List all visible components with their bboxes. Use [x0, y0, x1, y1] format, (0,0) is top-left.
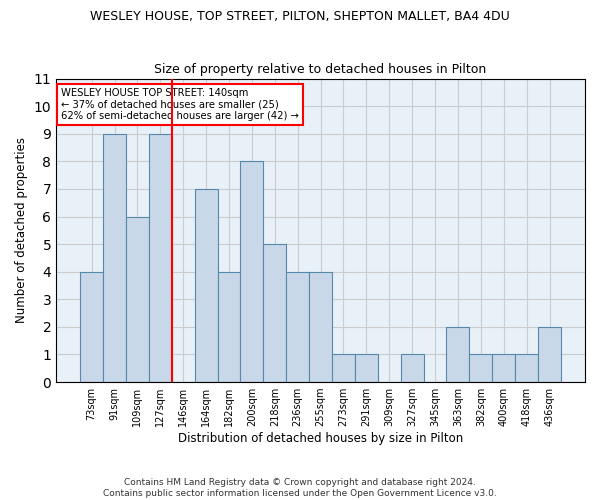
- Bar: [309, 272, 332, 382]
- Title: Size of property relative to detached houses in Pilton: Size of property relative to detached ho…: [154, 63, 487, 76]
- X-axis label: Distribution of detached houses by size in Pilton: Distribution of detached houses by size …: [178, 432, 463, 445]
- Text: WESLEY HOUSE TOP STREET: 140sqm
← 37% of detached houses are smaller (25)
62% of: WESLEY HOUSE TOP STREET: 140sqm ← 37% of…: [61, 88, 299, 121]
- Bar: [538, 327, 561, 382]
- Bar: [126, 216, 149, 382]
- Bar: [218, 272, 241, 382]
- Bar: [263, 244, 286, 382]
- Bar: [149, 134, 172, 382]
- Text: WESLEY HOUSE, TOP STREET, PILTON, SHEPTON MALLET, BA4 4DU: WESLEY HOUSE, TOP STREET, PILTON, SHEPTO…: [90, 10, 510, 23]
- Bar: [80, 272, 103, 382]
- Text: Contains HM Land Registry data © Crown copyright and database right 2024.
Contai: Contains HM Land Registry data © Crown c…: [103, 478, 497, 498]
- Bar: [469, 354, 492, 382]
- Bar: [355, 354, 378, 382]
- Bar: [515, 354, 538, 382]
- Bar: [194, 189, 218, 382]
- Bar: [103, 134, 126, 382]
- Bar: [446, 327, 469, 382]
- Bar: [492, 354, 515, 382]
- Y-axis label: Number of detached properties: Number of detached properties: [15, 138, 28, 324]
- Bar: [401, 354, 424, 382]
- Bar: [286, 272, 309, 382]
- Bar: [332, 354, 355, 382]
- Bar: [241, 162, 263, 382]
